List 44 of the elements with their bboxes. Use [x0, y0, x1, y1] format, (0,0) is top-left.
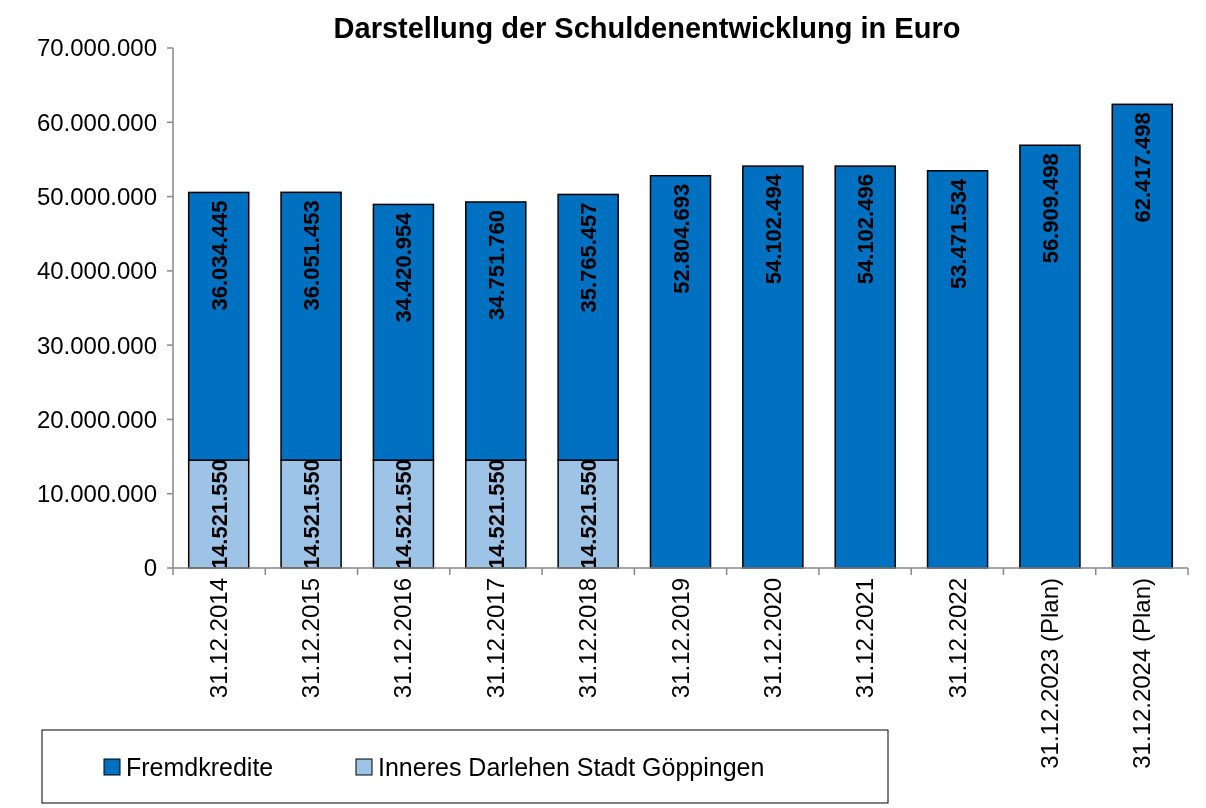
data-label: 34.751.760	[483, 209, 509, 321]
bar	[1111, 103, 1174, 569]
data-label: 14.521.550	[483, 459, 509, 570]
x-tick-label: 31.12.2020	[758, 578, 786, 699]
y-tick-label: 20.000.000	[36, 405, 157, 433]
y-tick-label: 40.000.000	[36, 257, 157, 285]
data-label: 52.804.693	[668, 183, 694, 294]
x-tick-label: 31.12.2023 (Plan)	[1035, 578, 1063, 769]
y-tick-label: 0	[143, 554, 157, 582]
legend-label: Fremdkredite	[126, 752, 274, 781]
bar	[926, 170, 989, 569]
x-tick-label: 31.12.2018	[574, 578, 602, 699]
data-label: 53.471.534	[945, 178, 971, 289]
x-tick-label: 31.12.2016	[389, 578, 417, 699]
y-tick-label: 60.000.000	[36, 108, 157, 136]
chart-title: Darstellung der Schuldenentwicklung in Euro	[333, 12, 961, 44]
x-tick-label: 31.12.2017	[481, 578, 509, 699]
bar	[1019, 144, 1081, 569]
y-tick-label: 10.000.000	[36, 480, 157, 508]
bar	[742, 165, 804, 569]
data-label: 14.521.550	[391, 459, 417, 570]
x-tick-label: 31.12.2021	[851, 578, 879, 699]
data-label: 36.034.445	[206, 200, 232, 311]
x-tick-label: 31.12.2014	[204, 578, 232, 699]
data-label: 54.102.494	[760, 173, 786, 285]
data-label: 54.102.496	[853, 174, 879, 285]
data-label: 14.521.550	[576, 459, 602, 570]
data-label: 34.420.954	[391, 211, 417, 323]
y-tick-label: 70.000.000	[36, 34, 157, 62]
x-tick-label: 31.12.2022	[943, 578, 971, 699]
bar	[834, 165, 896, 569]
data-label: 36.051.453	[299, 200, 325, 311]
x-tick-label: 31.12.2024 (Plan)	[1128, 578, 1156, 769]
x-tick-label: 31.12.2015	[297, 578, 325, 699]
y-tick-label: 30.000.000	[36, 331, 157, 359]
data-label: 62.417.498	[1130, 112, 1156, 223]
y-tick-label: 50.000.000	[36, 182, 157, 210]
x-tick-label: 31.12.2019	[666, 578, 694, 699]
data-label: 35.765.457	[576, 202, 602, 313]
bar	[649, 174, 712, 569]
data-label: 14.521.550	[206, 459, 232, 570]
data-label: 56.909.498	[1037, 153, 1063, 264]
data-label: 14.521.550	[299, 459, 325, 570]
legend-label: Inneres Darlehen Stadt Göppingen	[378, 752, 765, 781]
